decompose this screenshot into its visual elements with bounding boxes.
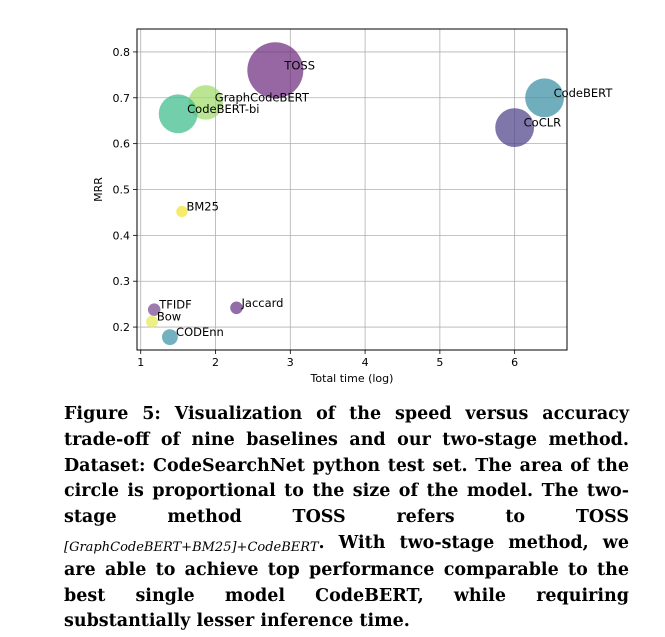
x-tick-label: 5	[436, 356, 443, 369]
point-label-jaccard: Jaccard	[241, 296, 284, 310]
caption-tail: . With two-stage method, we are able to …	[64, 532, 629, 632]
point-coclr	[495, 108, 535, 147]
figure-caption: Figure 5: Visualization of the speed ver…	[64, 402, 629, 635]
x-axis-label: Total time (log)	[310, 372, 394, 385]
point-bow	[146, 315, 158, 328]
point-tfidf	[147, 303, 161, 316]
point-codenn	[161, 329, 178, 346]
point-label-toss: TOSS	[283, 58, 315, 72]
points	[146, 42, 564, 346]
point-labels: TOSS CodeBERT CoCLR GraphCodeBERTCodeBERT-b…	[157, 58, 613, 339]
point-label-bow: Bow	[157, 310, 181, 324]
grid	[137, 29, 567, 350]
caption-subscript: [GraphCodeBERT+BM25]+CodeBERT	[64, 539, 319, 555]
caption-main: Figure 5: Visualization of the speed ver…	[64, 404, 629, 528]
ticks: 1 2 3 4 5 6 0.2 0.3 0.4 0.5 0.6 0.7 0.8	[113, 46, 519, 369]
y-tick-label: 0.2	[113, 321, 131, 334]
x-tick-label: 3	[287, 356, 294, 369]
point-jaccard	[230, 301, 243, 315]
x-tick-label: 4	[362, 356, 369, 369]
point-codebert-bi	[158, 94, 198, 134]
point-toss	[247, 42, 304, 99]
y-axis-label: MRR	[92, 177, 105, 202]
y-tick-label: 0.4	[113, 229, 131, 242]
x-tick-label: 1	[137, 356, 144, 369]
y-tick-label: 0.8	[113, 46, 131, 59]
point-label-codebert: CodeBERT	[554, 86, 614, 100]
x-tick-label: 2	[212, 356, 219, 369]
point-label-codebert-bi: CodeBERT-bi	[187, 102, 259, 116]
point-label-bm25: BM25	[187, 200, 219, 214]
y-tick-label: 0.7	[113, 92, 131, 105]
y-tick-label: 0.5	[113, 184, 131, 197]
point-label-codenn: CODEnn	[176, 325, 224, 339]
point-bm25	[176, 205, 188, 218]
point-label-coclr: CoCLR	[524, 116, 562, 130]
point-codebert	[525, 78, 564, 118]
point-label-graphcodebert: GraphCodeBERT	[215, 90, 310, 104]
y-tick-label: 0.6	[113, 138, 131, 151]
x-tick-label: 6	[511, 356, 518, 369]
scatter-chart: 1 2 3 4 5 6 0.2 0.3 0.4 0.5 0.6 0.7 0.8 TOSS CodeBERT…	[92, 28, 613, 385]
y-tick-label: 0.3	[113, 275, 131, 288]
point-label-tfidf: TFIDF	[158, 298, 192, 312]
